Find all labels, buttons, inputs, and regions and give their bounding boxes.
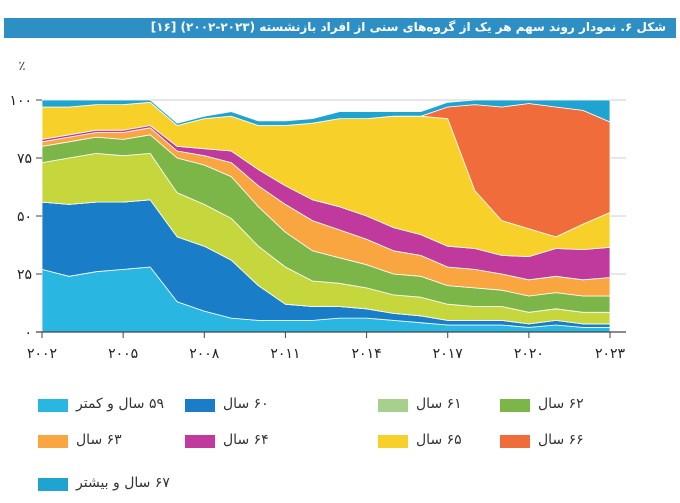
legend-swatch (378, 399, 408, 412)
y-axis-label: ٪ (19, 59, 26, 74)
x-tick-label: ۲۰۰۲ (27, 346, 57, 362)
y-tick-label: ۷۵ (17, 151, 32, 167)
y-tick-label: ۱۰۰ (9, 93, 32, 109)
x-tick-label: ۲۰۱۱ (270, 346, 300, 362)
x-tick-label: ۲۰۰۸ (189, 346, 220, 362)
legend-label: ۶۶ سال (538, 432, 584, 448)
x-tick-label: ۲۰۲۰ (514, 346, 544, 362)
legend-swatch (185, 435, 215, 448)
legend-swatch (185, 399, 215, 412)
x-tick-label: ۲۰۱۷ (433, 346, 464, 362)
legend-label: ۶۷ سال و بیشتر (76, 475, 170, 491)
legend-label: ۶۴ سال (223, 432, 269, 448)
legend-label: ۵۹ سال و کمتر (76, 396, 165, 412)
y-tick-label: ۵۰ (17, 209, 32, 225)
legend-label: ۶۵ سال (416, 432, 462, 448)
legend-swatch (38, 399, 68, 412)
legend-swatch (500, 399, 530, 412)
chart-title: شکل ۶. نمودار روند سهم هر یک از گروه‌های… (150, 20, 666, 34)
legend-label: ۶۱ سال (416, 396, 462, 412)
legend-label: ۶۳ سال (76, 432, 122, 448)
area-series (41, 99, 611, 333)
x-tick-label: ۲۰۲۳ (595, 346, 626, 362)
x-tick-label: ۲۰۰۵ (108, 346, 138, 362)
y-tick-label: ۲۵ (17, 267, 32, 283)
y-tick-label: ۰ (24, 325, 32, 341)
legend-label: ۶۰ سال (223, 396, 269, 412)
legend-swatch (500, 435, 530, 448)
x-tick-label: ۲۰۱۴ (352, 346, 382, 362)
legend-swatch (378, 435, 408, 448)
area-s67 (41, 99, 611, 126)
legend-label: ۶۲ سال (538, 396, 584, 412)
legend-swatch (38, 478, 68, 491)
legend-swatch (38, 435, 68, 448)
chart-title-bar: شکل ۶. نمودار روند سهم هر یک از گروه‌های… (4, 18, 676, 38)
axes: ۰ ۲۵ ۵۰ ۷۵ ۱۰۰ ۲۰۰۲ ۲۰۰۵ ۲۰۰۸ ۲۰۱۱ ۲۰۱۴ ۲۰۱۷ ۲۰۲۰ ۲۰… (9, 93, 626, 362)
